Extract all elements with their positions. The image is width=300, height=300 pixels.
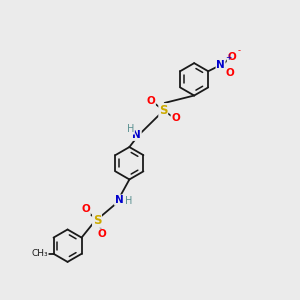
Text: +: + [225, 53, 232, 62]
Text: O: O [171, 113, 180, 124]
Text: O: O [98, 229, 107, 239]
Text: N: N [115, 195, 124, 205]
Text: O: O [146, 96, 155, 106]
Text: O: O [225, 68, 234, 78]
Text: H: H [127, 124, 135, 134]
Text: O: O [81, 205, 90, 214]
Text: N: N [132, 130, 141, 140]
Text: -: - [237, 46, 240, 55]
Text: N: N [216, 60, 225, 70]
Text: S: S [159, 104, 167, 117]
Text: O: O [227, 52, 236, 62]
Text: CH₃: CH₃ [32, 249, 48, 258]
Text: S: S [93, 214, 101, 227]
Text: H: H [125, 196, 132, 206]
